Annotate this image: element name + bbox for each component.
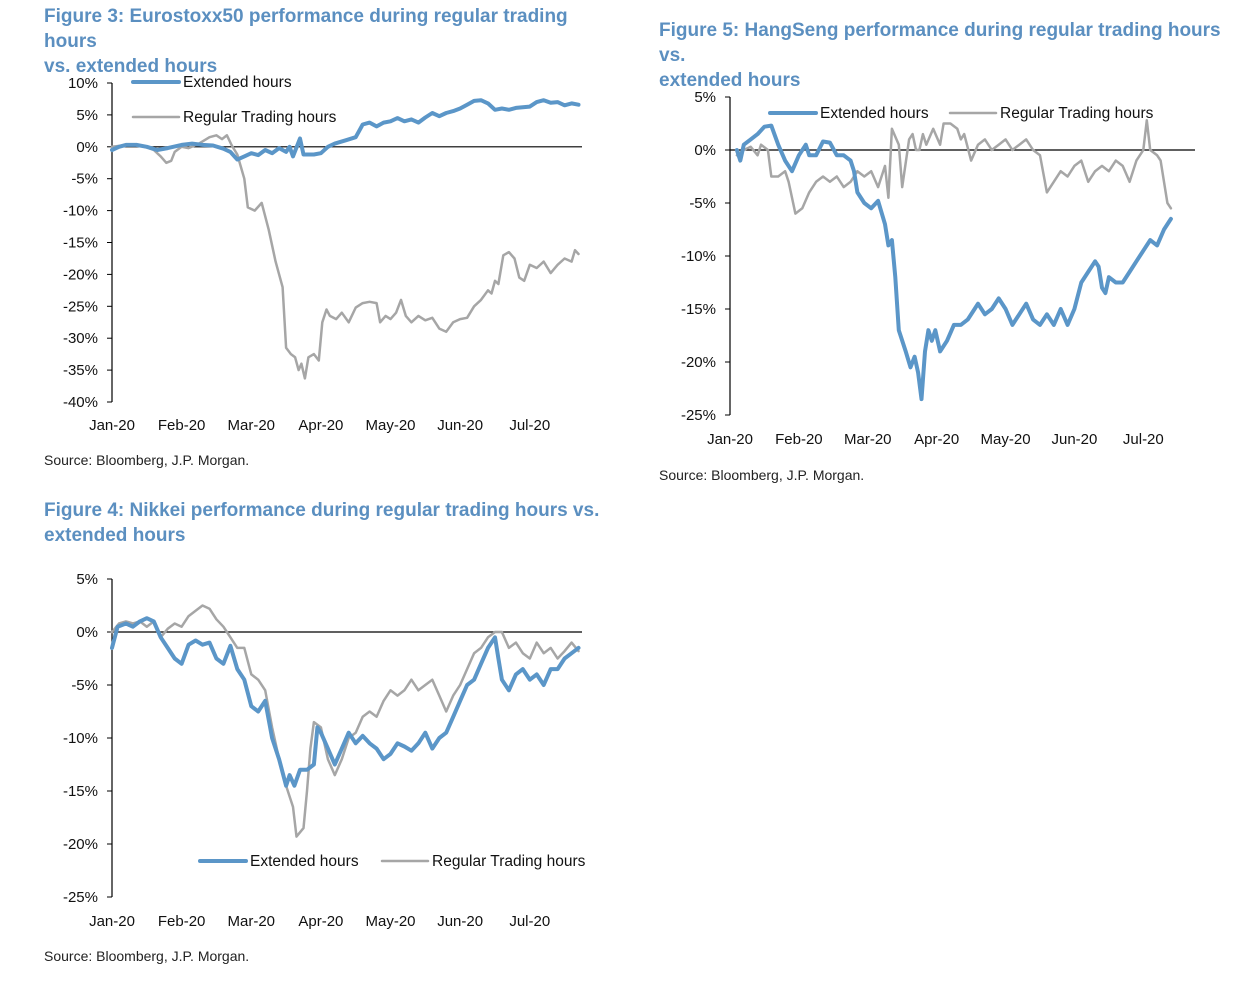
figure-3-title-line2: vs. extended hours	[44, 56, 218, 77]
y-tick-label: -15%	[681, 301, 716, 318]
y-tick-label: -5%	[71, 677, 98, 694]
x-tick-label: Jul-20	[1123, 431, 1164, 448]
y-tick-label: 0%	[76, 624, 98, 641]
y-tick-label: 5%	[76, 571, 98, 588]
x-tick-label: Feb-20	[158, 913, 206, 930]
legend-item-regular-trading-hours: Regular Trading hours	[948, 105, 1154, 122]
series-line-regular-trading-hours	[735, 119, 1173, 215]
y-tick-label: -10%	[681, 248, 716, 265]
y-tick-label: 0%	[694, 142, 716, 159]
x-tick-label: Jun-20	[437, 913, 483, 930]
series-line-regular-trading-hours	[110, 604, 580, 838]
legend-label: Extended hours	[183, 74, 292, 91]
x-tick-label: Feb-20	[775, 431, 823, 448]
x-tick-label: Jan-20	[707, 431, 753, 448]
figure-5-title-line2: extended hours	[659, 70, 801, 91]
legend-label: Regular Trading hours	[432, 853, 586, 870]
figure-3-chart: 10% 5% 0% -5% -10% -15% -20% -25% -30% -35% -40% Ja…	[63, 74, 582, 434]
x-tick-label: Jun-20	[1052, 431, 1098, 448]
legend-item-regular-trading-hours: Regular Trading hours	[380, 853, 586, 870]
x-tick-label: Apr-20	[914, 431, 959, 448]
y-tick-label: -25%	[681, 407, 716, 424]
y-tick-label: -25%	[63, 298, 98, 315]
figure-3-title-line1: Figure 3: Eurostoxx50 performance during…	[44, 6, 568, 52]
y-tick-label: -30%	[63, 330, 98, 347]
x-tick-label: Jun-20	[437, 417, 483, 434]
y-tick-label: -5%	[71, 171, 98, 188]
x-tick-label: May-20	[366, 913, 416, 930]
y-tick-label: -40%	[63, 394, 98, 411]
legend-label: Regular Trading hours	[1000, 105, 1154, 122]
y-tick-label: -15%	[63, 235, 98, 252]
figure-5-chart: 5% 0% -5% -10% -15% -20% -25% Jan-20 Feb-20 Mar-2…	[681, 89, 1195, 448]
figure-4-source: Source: Bloomberg, J.P. Morgan.	[44, 948, 250, 964]
figure-4-chart: 5% 0% -5% -10% -15% -20% -25% Jan-20 Feb-20 Mar-2…	[63, 571, 586, 930]
legend-item-extended-hours: Extended hours	[768, 105, 929, 122]
x-tick-label: Apr-20	[298, 913, 343, 930]
x-tick-label: May-20	[366, 417, 416, 434]
figure-5-title: Figure 5: HangSeng performance during re…	[659, 18, 1234, 93]
x-tick-label: Mar-20	[844, 431, 892, 448]
y-tick-label: 5%	[694, 89, 716, 106]
x-tick-label: Jul-20	[509, 417, 550, 434]
y-tick-label: -10%	[63, 730, 98, 747]
series-line-extended-hours	[110, 98, 581, 162]
series-line-extended-hours	[734, 123, 1173, 402]
y-tick-label: 0%	[76, 139, 98, 156]
x-tick-label: May-20	[981, 431, 1031, 448]
legend-label: Extended hours	[820, 105, 929, 122]
x-tick-label: Jul-20	[509, 913, 550, 930]
y-tick-label: -10%	[63, 203, 98, 220]
figure-5-source: Source: Bloomberg, J.P. Morgan.	[659, 467, 865, 483]
y-tick-label: -20%	[63, 266, 98, 283]
figure-3-source: Source: Bloomberg, J.P. Morgan.	[44, 452, 250, 468]
series-line-regular-trading-hours	[110, 134, 580, 380]
y-tick-label: -20%	[63, 836, 98, 853]
legend-item-regular-trading-hours: Regular Trading hours	[131, 109, 337, 126]
legend-label: Regular Trading hours	[183, 109, 337, 126]
x-tick-label: Mar-20	[228, 913, 276, 930]
series-line-extended-hours	[110, 616, 581, 788]
figure-4-title-line1: Figure 4: Nikkei performance during regu…	[44, 500, 600, 521]
x-tick-label: Jan-20	[89, 417, 135, 434]
legend-item-extended-hours: Extended hours	[198, 853, 359, 870]
figure-4-title-line2: extended hours	[44, 525, 186, 546]
x-tick-label: Apr-20	[298, 417, 343, 434]
x-tick-label: Jan-20	[89, 913, 135, 930]
y-tick-label: -35%	[63, 362, 98, 379]
figure-3-title: Figure 3: Eurostoxx50 performance during…	[44, 4, 614, 79]
y-tick-label: -5%	[689, 195, 716, 212]
legend-label: Extended hours	[250, 853, 359, 870]
y-tick-label: -20%	[681, 354, 716, 371]
figure-4-title: Figure 4: Nikkei performance during regu…	[44, 498, 614, 548]
y-tick-label: 5%	[76, 107, 98, 124]
x-tick-label: Feb-20	[158, 417, 206, 434]
y-tick-label: -15%	[63, 783, 98, 800]
y-tick-label: -25%	[63, 889, 98, 906]
x-tick-label: Mar-20	[228, 417, 276, 434]
y-tick-label: 10%	[68, 75, 98, 92]
legend-item-extended-hours: Extended hours	[131, 74, 292, 91]
figure-5-title-line1: Figure 5: HangSeng performance during re…	[659, 20, 1221, 66]
